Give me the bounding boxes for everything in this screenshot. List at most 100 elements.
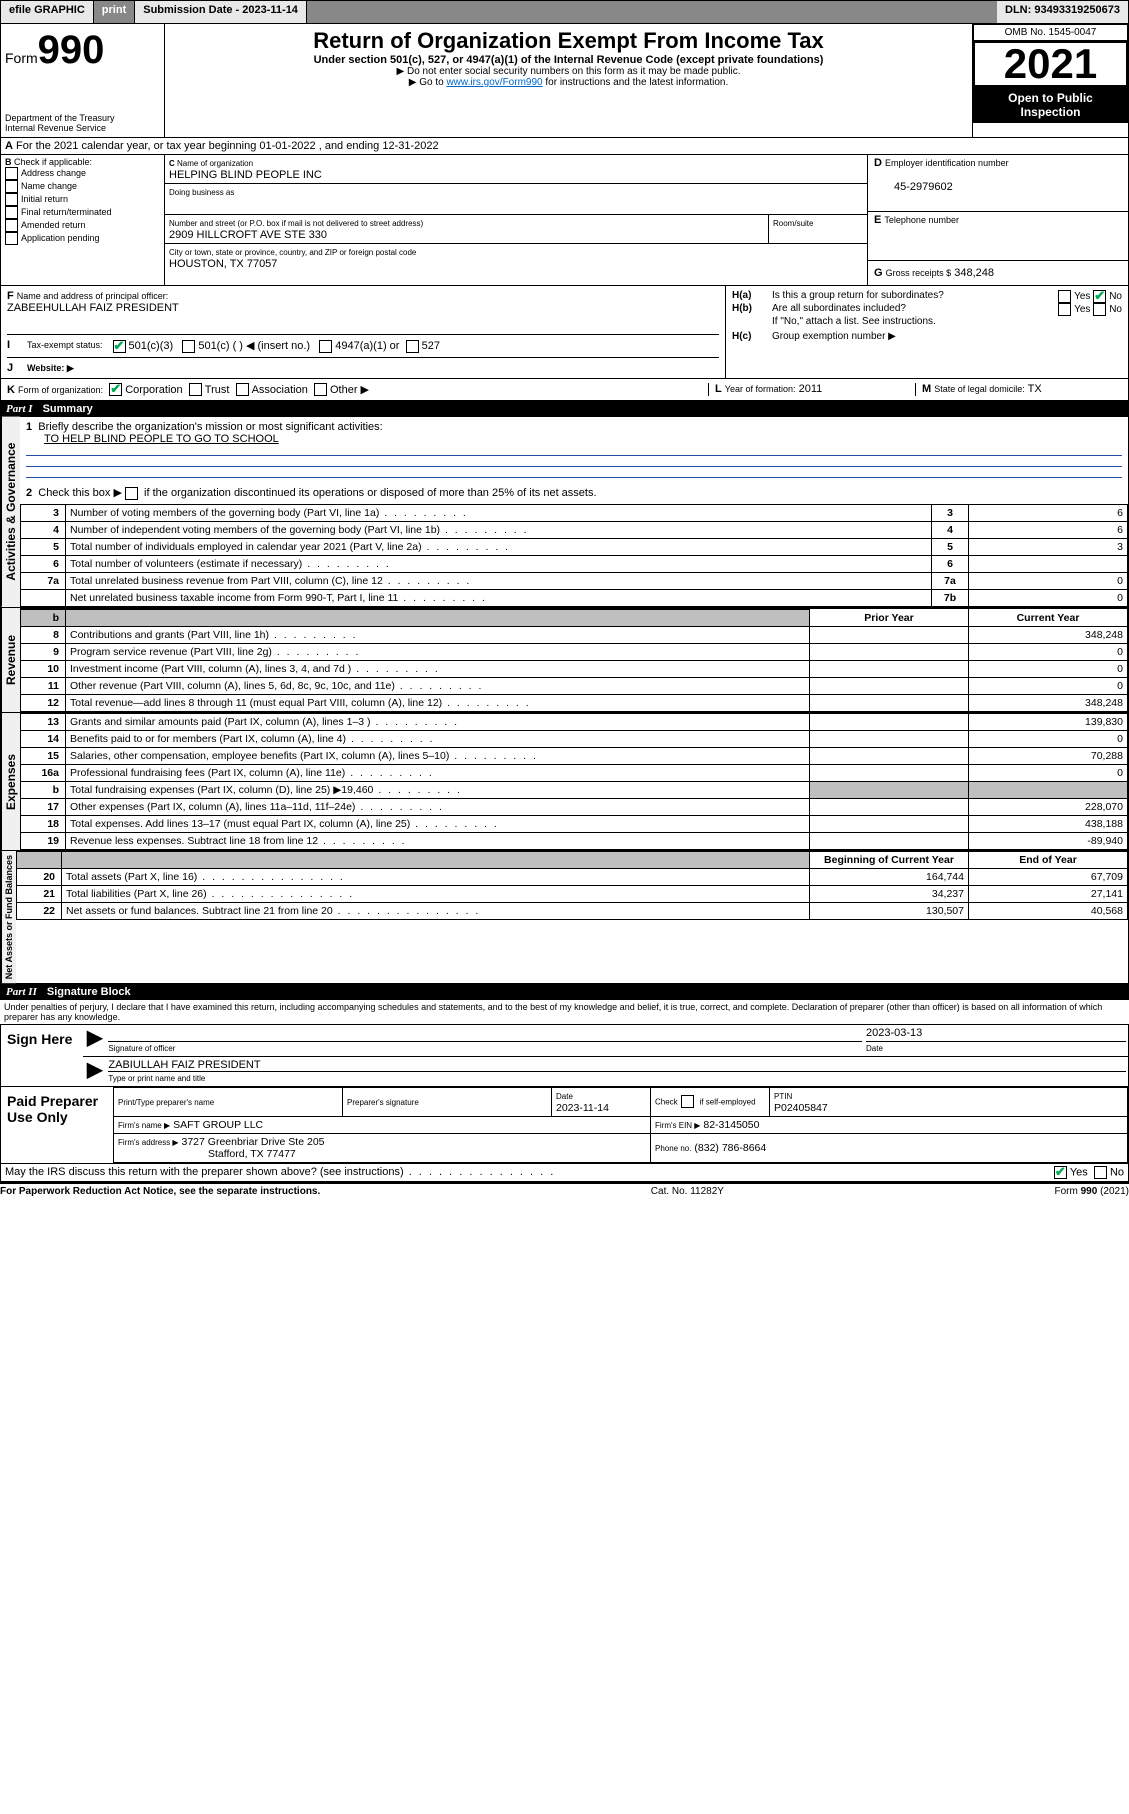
current-value: 0: [969, 660, 1128, 677]
line-num: 14: [21, 730, 66, 747]
4947-checkbox[interactable]: [319, 340, 332, 353]
line-desc: Total unrelated business revenue from Pa…: [66, 572, 932, 589]
j-prefix: J: [7, 362, 13, 374]
hb-no-checkbox[interactable]: [1093, 303, 1106, 316]
line-num: 22: [17, 902, 62, 919]
vert-governance: Activities & Governance: [1, 417, 20, 607]
line-num: 10: [21, 660, 66, 677]
end-value: 27,141: [969, 885, 1128, 902]
note2-pre: ▶ Go to: [409, 77, 447, 88]
line-num: 8: [21, 626, 66, 643]
current-value: -89,940: [969, 832, 1128, 849]
other-checkbox[interactable]: [314, 383, 327, 396]
line-num: 15: [21, 747, 66, 764]
irs-link[interactable]: www.irs.gov/Form990: [446, 77, 542, 88]
form-word: Form: [5, 50, 38, 66]
phone-label: Phone no.: [655, 1144, 691, 1153]
table-row: 9 Program service revenue (Part VIII, li…: [21, 643, 1128, 660]
app-pending-checkbox[interactable]: [5, 232, 18, 245]
paid-preparer-label: Paid Preparer Use Only: [1, 1087, 113, 1163]
paid-preparer-table: Print/Type preparer's name Preparer's si…: [113, 1087, 1128, 1163]
line-desc: Professional fundraising fees (Part IX, …: [66, 764, 810, 781]
self-employed-checkbox[interactable]: [681, 1095, 694, 1108]
line-desc: Total number of volunteers (estimate if …: [66, 555, 932, 572]
corp-checkbox[interactable]: [109, 383, 122, 396]
assoc-checkbox[interactable]: [236, 383, 249, 396]
line-desc: Benefits paid to or for members (Part IX…: [66, 730, 810, 747]
ptin-label: PTIN: [774, 1092, 792, 1101]
print-button[interactable]: print: [94, 1, 135, 23]
i-opt-0: 501(c)(3): [129, 340, 174, 352]
prep-date: 2023-11-14: [556, 1102, 609, 1114]
section-b: B Check if applicable: Address change Na…: [1, 155, 165, 285]
table-row: 19 Revenue less expenses. Subtract line …: [21, 832, 1128, 849]
form-title: Return of Organization Exempt From Incom…: [169, 28, 968, 54]
line-num: 5: [21, 538, 66, 555]
table-row: 12 Total revenue—add lines 8 through 11 …: [21, 694, 1128, 711]
line-value: [969, 555, 1128, 572]
expenses-table: 13 Grants and similar amounts paid (Part…: [20, 713, 1128, 850]
prior-value: [810, 764, 969, 781]
part2-num: Part II: [6, 986, 47, 998]
current-value: 348,248: [969, 626, 1128, 643]
c-name-label: Name of organization: [177, 159, 253, 168]
line-num: 11: [21, 677, 66, 694]
line-num: 19: [21, 832, 66, 849]
b-label: Check if applicable:: [14, 157, 92, 167]
q2-checkbox[interactable]: [125, 487, 138, 500]
g-label: Gross receipts $: [886, 268, 952, 278]
revenue-table: bPrior YearCurrent Year 8 Contributions …: [20, 608, 1128, 712]
begin-value: 34,237: [810, 885, 969, 902]
declaration: Under penalties of perjury, I declare th…: [0, 1000, 1129, 1024]
sign-name-label: Type or print name and title: [108, 1074, 205, 1083]
501c-checkbox[interactable]: [182, 340, 195, 353]
governance-table: 3 Number of voting members of the govern…: [20, 504, 1128, 607]
form-subtitle: Under section 501(c), 527, or 4947(a)(1)…: [169, 54, 968, 66]
efile-label: efile GRAPHIC: [1, 1, 94, 23]
c-prefix: C: [169, 159, 175, 168]
501c3-checkbox[interactable]: [113, 340, 126, 353]
line-desc: Total fundraising expenses (Part IX, col…: [66, 781, 810, 798]
addr-label: Number and street (or P.O. box if mail i…: [169, 219, 423, 228]
vert-netassets: Net Assets or Fund Balances: [1, 851, 16, 983]
table-row: b Total fundraising expenses (Part IX, c…: [21, 781, 1128, 798]
current-value: [969, 781, 1128, 798]
ha-prefix: H(a): [732, 290, 751, 301]
topbar-spacer: [307, 1, 997, 23]
name-change-checkbox[interactable]: [5, 180, 18, 193]
line-num: 7a: [21, 572, 66, 589]
prep-check-tail: if self-employed: [700, 1098, 756, 1107]
current-value: 0: [969, 730, 1128, 747]
line-box: 6: [932, 555, 969, 572]
hb-yes-checkbox[interactable]: [1058, 303, 1071, 316]
hb-label: Are all subordinates included?: [772, 303, 1058, 316]
table-row: 21 Total liabilities (Part X, line 26) 3…: [17, 885, 1128, 902]
ha-yes-checkbox[interactable]: [1058, 290, 1071, 303]
m-prefix: M: [922, 383, 931, 395]
line-desc: Total assets (Part X, line 16): [62, 868, 810, 885]
prior-value: [810, 713, 969, 730]
addr-change-checkbox[interactable]: [5, 167, 18, 180]
trust-checkbox[interactable]: [189, 383, 202, 396]
form-number: 990: [38, 28, 105, 72]
line-desc: Investment income (Part VIII, column (A)…: [66, 660, 810, 677]
line-num: 6: [21, 555, 66, 572]
b-item-4: Amended return: [21, 220, 86, 230]
discuss-no-checkbox[interactable]: [1094, 1166, 1107, 1179]
begin-value: 130,507: [810, 902, 969, 919]
firm-addr2: Stafford, TX 77477: [118, 1148, 296, 1160]
line-num: [21, 589, 66, 606]
amended-return-checkbox[interactable]: [5, 219, 18, 232]
ha-no-checkbox[interactable]: [1093, 290, 1106, 303]
final-return-checkbox[interactable]: [5, 206, 18, 219]
b-prefix: B: [5, 157, 12, 167]
527-checkbox[interactable]: [406, 340, 419, 353]
line-box: 4: [932, 521, 969, 538]
current-value: 348,248: [969, 694, 1128, 711]
omb-number: OMB No. 1545-0047: [973, 24, 1128, 41]
org-city: HOUSTON, TX 77057: [169, 258, 277, 270]
initial-return-checkbox[interactable]: [5, 193, 18, 206]
discuss-yes-checkbox[interactable]: [1054, 1166, 1067, 1179]
hb-no: No: [1109, 304, 1122, 315]
line-desc: Total liabilities (Part X, line 26): [62, 885, 810, 902]
